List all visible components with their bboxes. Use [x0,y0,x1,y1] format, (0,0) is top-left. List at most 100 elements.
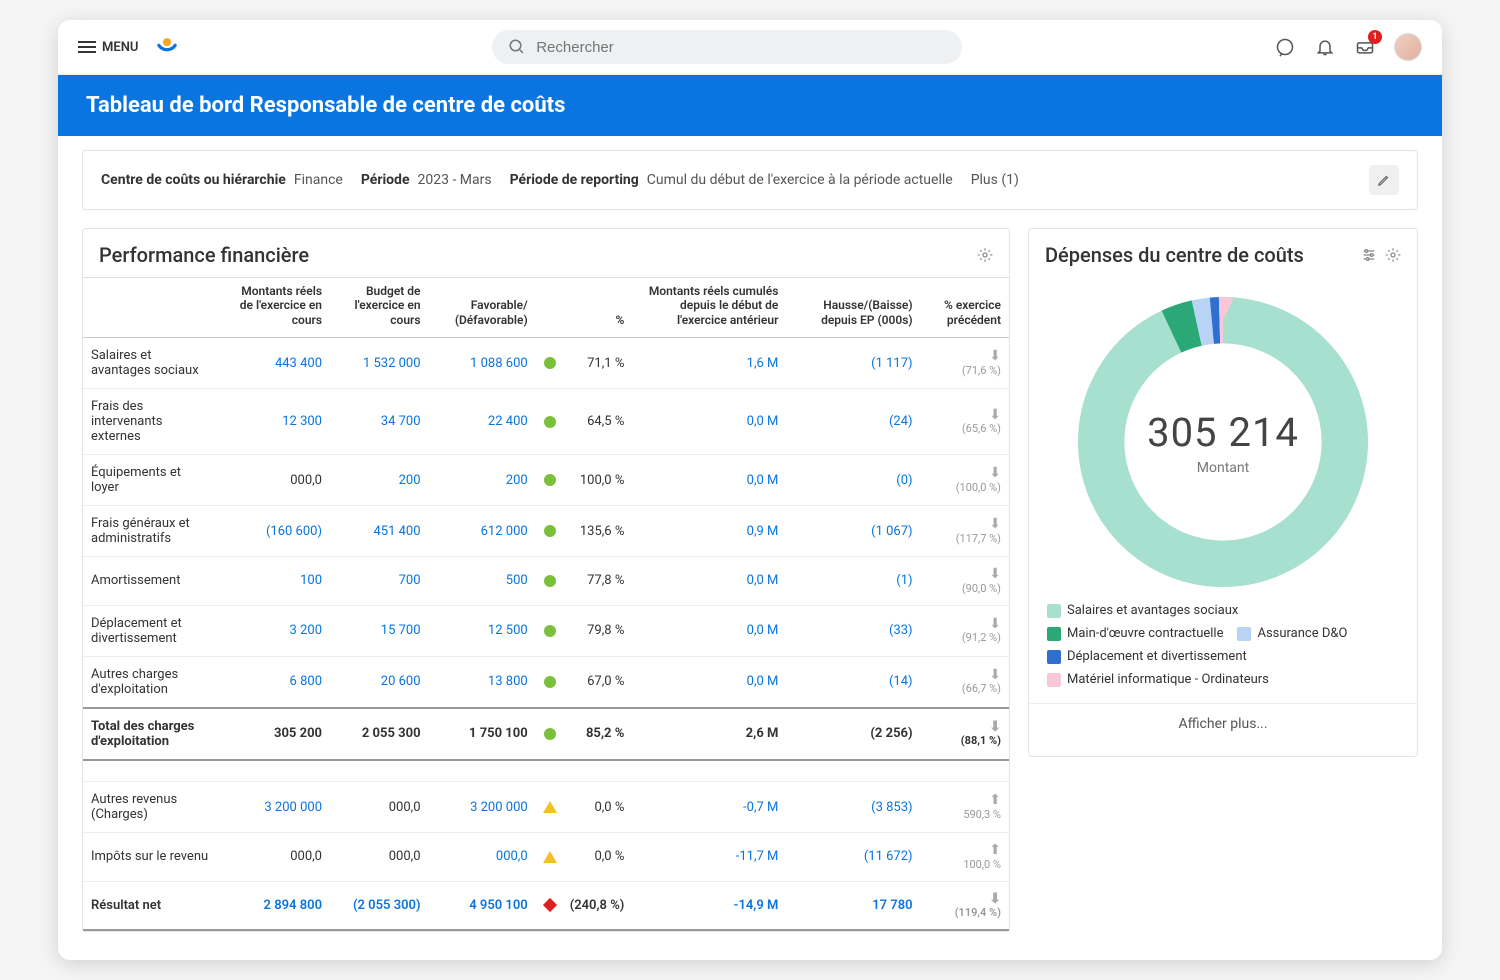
chat-icon[interactable] [1274,36,1296,58]
row-label: Frais des intervenants externes [83,389,218,455]
cell-actual[interactable]: 3 200 000 [218,782,330,833]
cell-prior[interactable]: -11,7 M [632,833,786,881]
cell-change[interactable]: (11 672) [786,833,920,881]
legend-item[interactable]: Salaires et avantages sociaux [1047,603,1238,618]
legend-item[interactable]: Assurance D&O [1237,626,1347,641]
cell-budget[interactable]: 1 532 000 [330,338,429,389]
row-label: Frais généraux et administratifs [83,506,218,557]
cell-fav[interactable]: 000,0 [429,833,536,881]
cell-pct: (240,8 %) [562,881,633,930]
show-more-link[interactable]: Afficher plus... [1029,703,1417,744]
legend-swatch [1047,627,1061,641]
cell-actual[interactable]: 100 [218,557,330,605]
legend-item[interactable]: Déplacement et divertissement [1047,649,1247,664]
cell-change[interactable]: (14) [786,656,920,708]
cell-change[interactable]: (1 117) [786,338,920,389]
cell-change[interactable]: (1) [786,557,920,605]
cell-pct: 135,6 % [562,506,633,557]
avatar[interactable] [1394,33,1422,61]
cell-fav[interactable]: 612 000 [429,506,536,557]
cell-actual[interactable]: 2 894 800 [218,881,330,930]
cell-prior[interactable]: 0,0 M [632,389,786,455]
filter-more[interactable]: Plus (1) [971,172,1019,188]
table-row: Déplacement et divertissement3 20015 700… [83,605,1009,656]
cell-actual[interactable]: 12 300 [218,389,330,455]
workday-logo[interactable] [154,34,180,60]
cell-change[interactable]: (0) [786,455,920,506]
cell-fav[interactable]: 1 088 600 [429,338,536,389]
menu-label: MENU [102,40,138,55]
cell-fav[interactable]: 22 400 [429,389,536,455]
legend-label: Déplacement et divertissement [1067,649,1247,664]
cell-change[interactable]: (33) [786,605,920,656]
gear-icon[interactable] [977,247,993,263]
cell-prior[interactable]: -0,7 M [632,782,786,833]
status-indicator [536,338,562,389]
donut-panel-title: Dépenses du centre de coûts [1045,243,1304,267]
search-box[interactable] [492,30,962,64]
status-indicator [536,389,562,455]
sliders-icon[interactable] [1361,247,1377,263]
row-label: Autres charges d'exploitation [83,656,218,708]
cell-prior[interactable]: 0,0 M [632,557,786,605]
legend-swatch [1047,604,1061,618]
table-row: Équipements et loyer000,0200200100,0 %0,… [83,455,1009,506]
cell-actual[interactable]: 443 400 [218,338,330,389]
cell-fav[interactable]: 13 800 [429,656,536,708]
cell-change[interactable]: (3 853) [786,782,920,833]
col-header: Budget de l'exercice en cours [330,278,429,338]
bell-icon[interactable] [1314,36,1336,58]
cell-actual[interactable]: 3 200 [218,605,330,656]
legend-item[interactable]: Main-d'œuvre contractuelle [1047,626,1223,641]
gear-icon[interactable] [1385,247,1401,263]
cell-prev: ⬇(100,0 %) [921,455,1009,506]
cell-prior[interactable]: -14,9 M [632,881,786,930]
row-label: Amortissement [83,557,218,605]
cell-prior[interactable]: 0,9 M [632,506,786,557]
status-indicator [536,557,562,605]
donut-center-value: 305 214 [1147,409,1299,456]
cell-fav[interactable]: 3 200 000 [429,782,536,833]
col-header [83,278,218,338]
cell-prior[interactable]: 0,0 M [632,605,786,656]
table-row: Amortissement10070050077,8 %0,0 M(1)⬇(90… [83,557,1009,605]
cell-fav[interactable]: 4 950 100 [429,881,536,930]
cell-prior[interactable]: 0,0 M [632,455,786,506]
cell-fav[interactable]: 12 500 [429,605,536,656]
inbox-badge: 1 [1368,30,1382,44]
cell-prior[interactable]: 0,0 M [632,656,786,708]
table-row: Frais des intervenants externes12 30034 … [83,389,1009,455]
status-indicator [536,881,562,930]
cell-budget: 000,0 [330,782,429,833]
cell-prior[interactable]: 1,6 M [632,338,786,389]
cell-fav[interactable]: 200 [429,455,536,506]
cell-fav[interactable]: 500 [429,557,536,605]
cell-budget[interactable]: 700 [330,557,429,605]
edit-filters-button[interactable] [1369,165,1399,195]
cell-budget[interactable]: (2 055 300) [330,881,429,930]
cell-prev: ⬆100,0 % [921,833,1009,881]
cell-budget[interactable]: 34 700 [330,389,429,455]
cell-pct: 0,0 % [562,833,633,881]
cell-prev: ⬆590,3 % [921,782,1009,833]
cell-change[interactable]: (1 067) [786,506,920,557]
cell-prev: ⬇(119,4 %) [921,881,1009,930]
menu-button[interactable]: MENU [78,40,138,55]
fin-panel-title: Performance financière [99,243,309,267]
col-header: % [562,278,633,338]
cell-change[interactable]: (24) [786,389,920,455]
legend-item[interactable]: Matériel informatique - Ordinateurs [1047,672,1269,687]
cell-change[interactable]: 17 780 [786,881,920,930]
search-input[interactable] [536,39,946,56]
cell-actual[interactable]: (160 600) [218,506,330,557]
cell-budget[interactable]: 200 [330,455,429,506]
cell-actual[interactable]: 6 800 [218,656,330,708]
cell-budget[interactable]: 451 400 [330,506,429,557]
status-indicator [536,782,562,833]
status-indicator [536,455,562,506]
cell-budget[interactable]: 15 700 [330,605,429,656]
inbox-icon[interactable]: 1 [1354,36,1376,58]
col-header: Montants réels cumulés depuis le début d… [632,278,786,338]
cell-budget[interactable]: 20 600 [330,656,429,708]
donut-legend: Salaires et avantages sociaux Main-d'œuvr… [1029,595,1417,695]
